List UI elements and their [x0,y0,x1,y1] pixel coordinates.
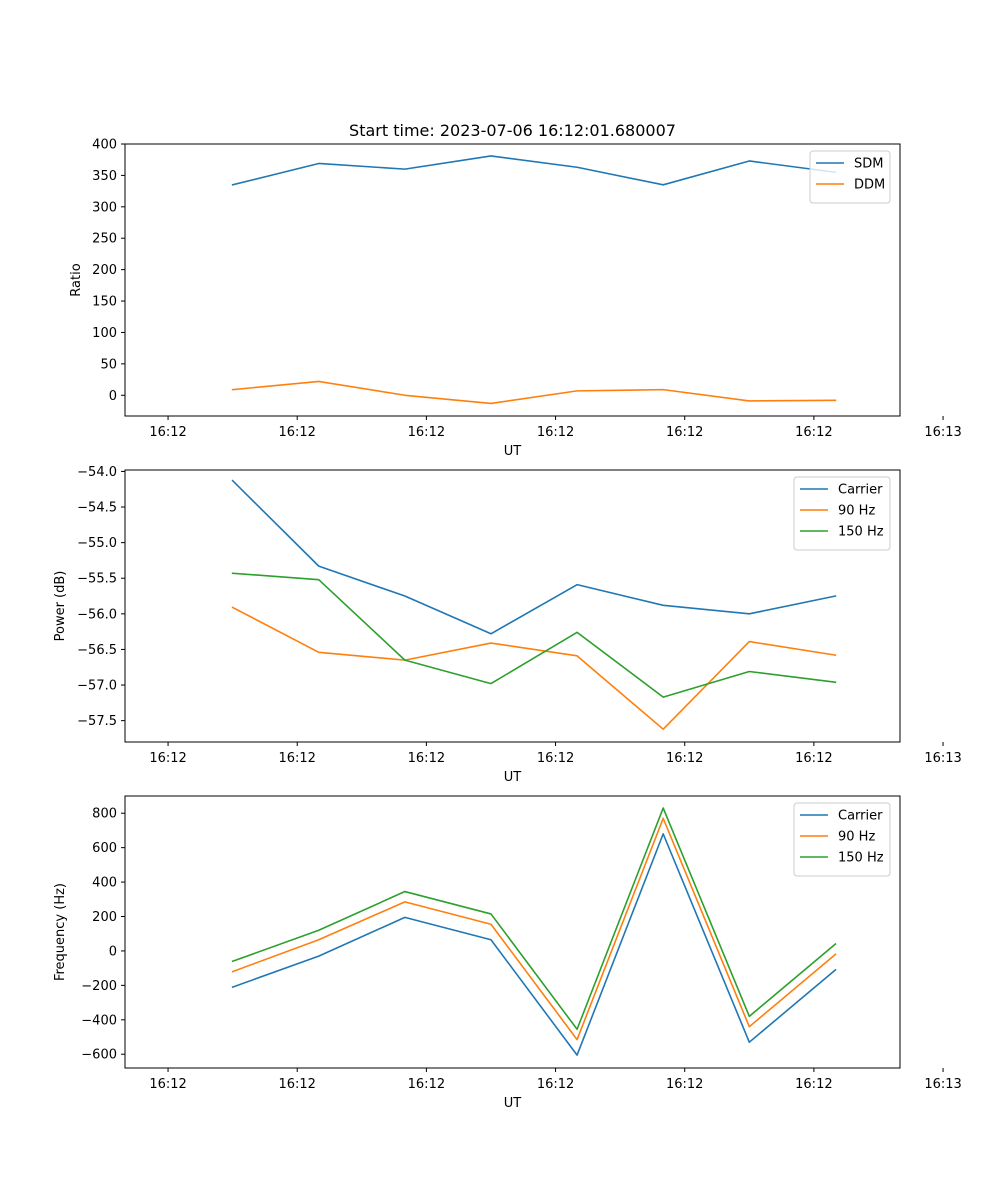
x-tick-label: 16:12 [537,425,574,440]
legend: Carrier 90 Hz 150 Hz [793,802,891,877]
chart-title: Start time: 2023-07-06 16:12:01.680007 [349,121,676,140]
y-tick-label: 800 [92,807,117,822]
x-tick-label: 16:12 [666,425,703,440]
x-axis-label: UT [504,444,522,459]
plot-frame [124,143,901,417]
series-line-carrier [231,479,837,635]
y-tick-label: 350 [92,169,117,184]
y-tick-label: 200 [92,910,117,925]
y-tick-label: −57.0 [77,679,117,694]
y-axis-label: Ratio [69,263,84,296]
x-tick-label: 16:13 [924,751,961,766]
y-tick-label: 600 [92,841,117,856]
x-tick-label: 16:12 [795,1077,832,1092]
y-tick-label: 200 [92,263,117,278]
legend-entry: Carrier [838,809,883,824]
y-tick-label: −54.0 [77,465,117,480]
y-tick-label: −57.5 [77,714,117,729]
series-line-ddm [231,380,837,405]
subplot-1: 16:12 16:12 16:12 16:12 16:12 16:12 16:13 0 50 10… [69,121,962,459]
y-tick-label: −55.0 [77,536,117,551]
legend-entry: 90 Hz [838,830,875,845]
subplot-3: 16:12 16:12 16:12 16:12 16:12 16:12 16:13 −600 −… [53,795,962,1111]
y-tick-label: −200 [81,979,117,994]
series-line-150-hz [231,572,837,698]
x-tick-label: 16:12 [666,1077,703,1092]
y-tick-label: 400 [92,138,117,153]
legend-entry: SDM [854,157,883,172]
y-tick-label: 50 [100,357,117,372]
y-tick-label: −400 [81,1013,117,1028]
y-axis-label: Frequency (Hz) [53,883,68,981]
legend-box [809,150,891,204]
x-axis-label: UT [504,770,522,785]
series-line-carrier [231,833,837,1056]
y-tick-label: 0 [109,944,117,959]
y-tick-label: −56.5 [77,643,117,658]
y-tick-label: −55.5 [77,572,117,587]
y-tick-label: 300 [92,200,117,215]
x-tick-label: 16:12 [278,1077,315,1092]
x-tick-label: 16:12 [278,425,315,440]
legend-entry: DDM [854,178,885,193]
series-line-150-hz [231,807,837,1031]
legend: SDM DDM [809,150,891,204]
legend: Carrier 90 Hz 150 Hz [793,476,891,551]
x-tick-label: 16:12 [149,1077,186,1092]
x-tick-label: 16:12 [795,425,832,440]
x-tick-label: 16:12 [149,751,186,766]
series-line-90-hz [231,817,837,1041]
x-tick-label: 16:12 [537,751,574,766]
subplot-2: 16:12 16:12 16:12 16:12 16:12 16:12 16:13 −57.5… [53,465,962,785]
legend-entry: Carrier [838,483,883,498]
y-tick-label: −600 [81,1048,117,1063]
y-tick-label: 0 [109,389,117,404]
y-tick-label: 100 [92,326,117,341]
x-tick-label: 16:12 [666,751,703,766]
legend-entry: 90 Hz [838,504,875,519]
x-tick-label: 16:13 [924,425,961,440]
series-line-90-hz [231,606,837,730]
legend-entry: 150 Hz [838,851,884,866]
y-tick-label: 150 [92,295,117,310]
legend-entry: 150 Hz [838,525,884,540]
x-tick-label: 16:12 [149,425,186,440]
y-tick-label: 400 [92,876,117,891]
y-axis-label: Power (dB) [53,571,68,642]
y-tick-label: −54.5 [77,501,117,516]
series-line-sdm [231,155,837,186]
plot-frame [124,469,901,743]
y-tick-label: −56.0 [77,607,117,622]
y-tick-label: 250 [92,232,117,247]
x-tick-label: 16:12 [408,1077,445,1092]
x-tick-label: 16:12 [408,425,445,440]
x-tick-label: 16:12 [537,1077,574,1092]
x-tick-label: 16:13 [924,1077,961,1092]
x-tick-label: 16:12 [795,751,832,766]
x-tick-label: 16:12 [408,751,445,766]
x-tick-label: 16:12 [278,751,315,766]
x-axis-label: UT [504,1096,522,1111]
plot-frame [124,795,901,1069]
